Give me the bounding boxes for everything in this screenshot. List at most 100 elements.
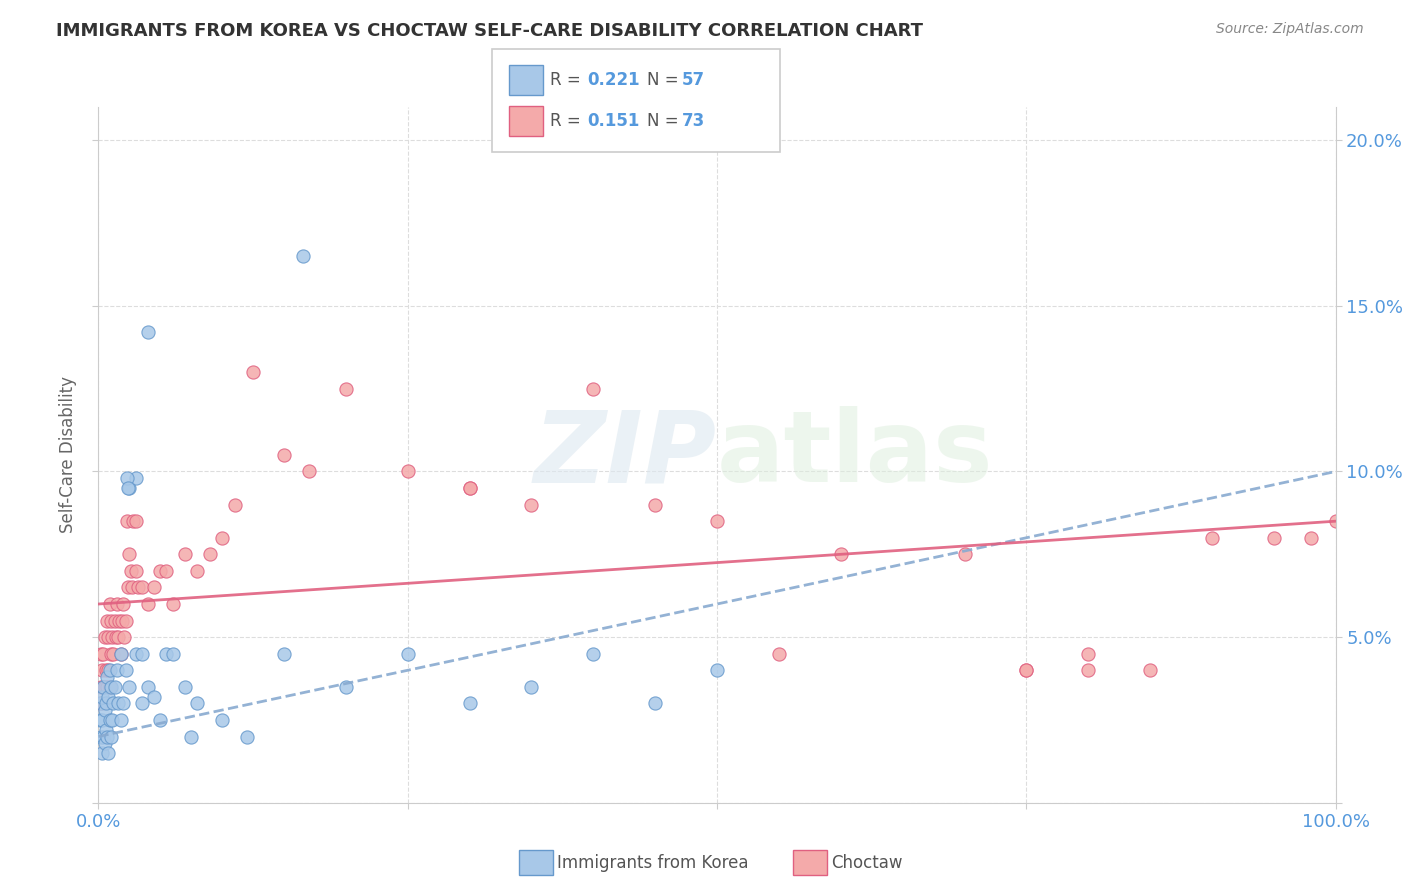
Point [1077,647,1099,661]
Point [458,481,481,495]
Point [97,746,120,760]
Point [100,647,122,661]
Point [335,382,357,396]
Point [131,581,153,595]
Point [117,481,139,495]
Point [90,647,112,661]
Point [1263,531,1285,545]
Point [162,647,184,661]
Text: 0.151: 0.151 [588,112,640,130]
Point [706,663,728,677]
Point [93,647,115,661]
Point [768,647,790,661]
Point [96,680,118,694]
Point [143,690,166,704]
Point [149,713,172,727]
Point [458,697,481,711]
Point [120,564,142,578]
Point [101,713,124,727]
Point [91,690,114,704]
Point [124,471,146,485]
Text: 73: 73 [682,112,706,130]
Point [103,614,125,628]
Point [1015,663,1038,677]
Point [1077,663,1099,677]
Point [97,663,120,677]
Point [582,382,605,396]
Text: Immigrants from Korea: Immigrants from Korea [557,855,748,872]
Point [91,713,114,727]
Point [93,630,115,644]
Point [93,730,115,744]
Point [124,564,146,578]
Point [103,697,125,711]
Point [136,680,159,694]
Point [103,647,125,661]
Text: 57: 57 [682,70,704,88]
Point [180,730,202,744]
Point [91,697,114,711]
Point [90,730,112,744]
Point [100,680,122,694]
Text: IMMIGRANTS FROM KOREA VS CHOCTAW SELF-CARE DISABILITY CORRELATION CHART: IMMIGRANTS FROM KOREA VS CHOCTAW SELF-CA… [56,22,924,40]
Point [112,697,135,711]
Point [155,564,177,578]
Point [96,614,118,628]
Point [224,498,246,512]
Text: Choctaw: Choctaw [831,855,903,872]
Point [93,703,115,717]
Point [97,630,120,644]
Point [93,680,115,694]
Point [110,647,132,661]
Point [131,697,153,711]
Point [114,614,136,628]
Point [94,663,117,677]
Point [124,514,146,528]
Point [236,730,259,744]
Point [124,647,146,661]
Point [1201,531,1223,545]
Point [582,647,605,661]
Point [105,663,128,677]
Point [298,465,321,479]
Point [89,697,111,711]
Y-axis label: Self-Care Disability: Self-Care Disability [59,376,77,533]
Point [89,713,111,727]
Point [98,663,121,677]
Point [96,730,118,744]
Point [830,547,852,561]
Point [1324,514,1347,528]
Point [149,564,172,578]
Text: R =: R = [550,112,586,130]
Point [644,697,666,711]
Point [91,746,114,760]
Text: N =: N = [647,70,683,88]
Point [108,614,131,628]
Point [115,514,138,528]
Point [100,614,122,628]
Point [186,564,208,578]
Point [122,514,145,528]
Point [198,547,221,561]
Point [101,630,124,644]
Point [112,630,135,644]
Point [396,465,419,479]
Point [118,680,141,694]
Point [174,547,197,561]
Point [93,680,115,694]
Point [211,713,233,727]
Point [98,597,121,611]
Point [520,498,543,512]
Point [100,730,122,744]
Point [93,680,115,694]
Point [458,481,481,495]
Point [107,697,129,711]
Point [114,663,136,677]
Text: Source: ZipAtlas.com: Source: ZipAtlas.com [1216,22,1364,37]
Point [115,471,138,485]
Point [1015,663,1038,677]
Point [155,647,177,661]
Point [953,547,976,561]
Point [706,514,728,528]
Text: ZIP: ZIP [534,407,717,503]
